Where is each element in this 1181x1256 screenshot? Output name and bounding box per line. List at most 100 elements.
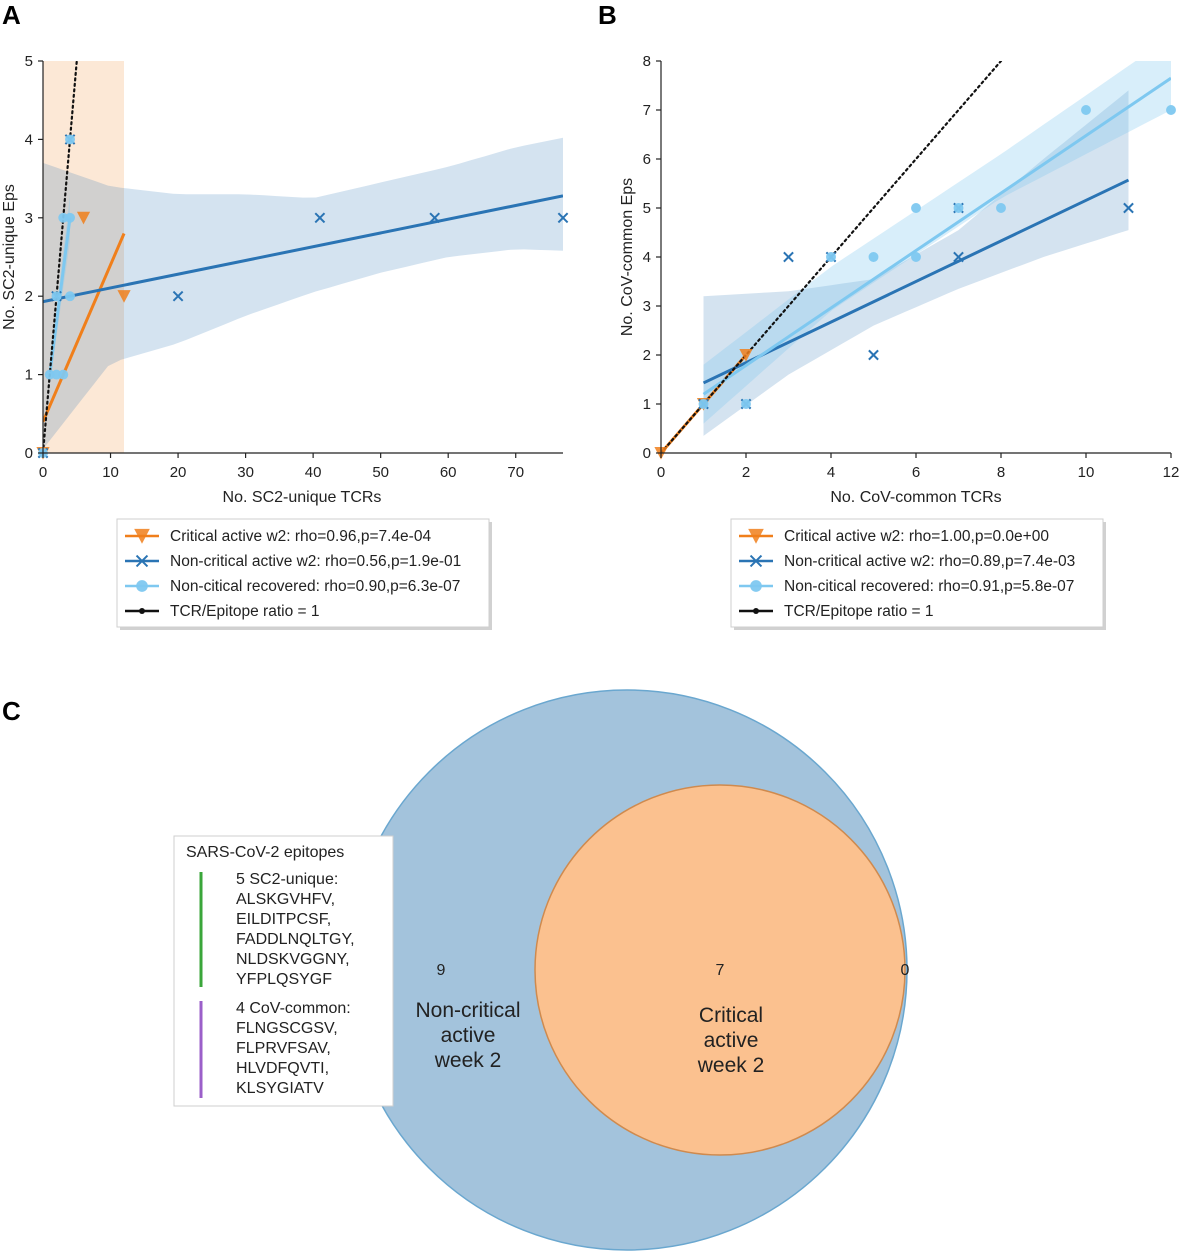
y-tick-label: 0 bbox=[25, 445, 33, 462]
data-point-critical bbox=[76, 211, 91, 225]
data-point-recovered bbox=[953, 203, 964, 213]
y-tick-label: 1 bbox=[25, 367, 33, 384]
legend-entry-recovered: Non-citical recovered: rho=0.91,p=5.8e-0… bbox=[784, 578, 1074, 595]
data-point-ratio bbox=[753, 608, 759, 614]
fit-line-ratio bbox=[43, 61, 78, 453]
chart-b-xlabel: No. CoV-common TCRs bbox=[830, 489, 1001, 506]
data-point-recovered bbox=[911, 203, 921, 213]
legend-entry-critical: Critical active w2: rho=1.00,p=0.0e+00 bbox=[784, 528, 1049, 545]
data-point-noncritical bbox=[135, 554, 149, 568]
x-stroke bbox=[783, 251, 794, 263]
confidence-band-recovered bbox=[703, 61, 1171, 424]
fit-line-critical bbox=[43, 232, 126, 423]
fit-line-noncritical bbox=[702, 178, 1130, 385]
venn-label-line: active bbox=[441, 1024, 496, 1047]
data-point-noncritical bbox=[172, 290, 184, 302]
x-stroke bbox=[135, 554, 149, 568]
data-point-noncritical bbox=[429, 212, 441, 224]
y-tick-label: 5 bbox=[643, 200, 651, 217]
chart-a-axes: 0 10 20 30 40 50 60 70 0 1 2 3 4 5 bbox=[25, 53, 563, 481]
fit-line-noncritical bbox=[43, 194, 563, 304]
legend-entry-ratio: TCR/Epitope ratio = 1 bbox=[170, 603, 319, 620]
epitope-line: FADDLNQLTGY, bbox=[236, 931, 355, 948]
epitope-line: KLSYGIATV bbox=[236, 1080, 324, 1097]
data-point-noncritical bbox=[868, 349, 879, 361]
y-tick-label: 7 bbox=[643, 102, 651, 119]
data-point-noncritical bbox=[783, 251, 794, 263]
chart-a-xlabel: No. SC2-unique TCRs bbox=[223, 489, 382, 506]
chart-a-ylabel: No. SC2-unique Eps bbox=[1, 184, 18, 330]
chart-a: 0 10 20 30 40 50 60 70 0 1 2 3 4 5 No. SC2-unique TCR… bbox=[1, 53, 569, 506]
venn-label-critical: Critical active week 2 bbox=[697, 1004, 765, 1077]
x-tick-label: 40 bbox=[305, 464, 322, 481]
venn-circle-critical bbox=[534, 784, 906, 1156]
venn-label-line: week 2 bbox=[697, 1054, 765, 1077]
epitope-line: FLNGSCGSV, bbox=[236, 1020, 338, 1037]
y-tick-label: 2 bbox=[25, 288, 33, 305]
y-tick-label: 0 bbox=[643, 445, 651, 462]
data-point-recovered bbox=[1081, 105, 1091, 115]
x-tick-label: 70 bbox=[507, 464, 524, 481]
epitope-line: FLPRVFSAV, bbox=[236, 1040, 331, 1057]
x-stroke bbox=[1123, 202, 1134, 214]
x-tick-label: 8 bbox=[997, 464, 1005, 481]
legend-entry-noncritical: Non-critical active w2: rho=0.89,p=7.4e-… bbox=[784, 553, 1075, 570]
chart-a-points bbox=[36, 134, 569, 460]
data-point-noncritical bbox=[953, 251, 964, 263]
epitope-legend: SARS-CoV-2 epitopes 5 SC2-unique: ALSKGV… bbox=[173, 835, 394, 1107]
venn-label-noncritical: Non-critical active week 2 bbox=[415, 999, 520, 1072]
x-stroke bbox=[868, 349, 879, 361]
venn-label-line: Non-critical bbox=[415, 999, 520, 1022]
data-point-ratio bbox=[139, 608, 145, 614]
data-point-recovered bbox=[868, 252, 879, 262]
data-point-recovered bbox=[65, 134, 75, 145]
data-point-recovered bbox=[826, 252, 836, 262]
chart-a-bands bbox=[43, 61, 563, 453]
x-stroke bbox=[953, 251, 964, 263]
x-tick-label: 10 bbox=[102, 464, 119, 481]
data-point-noncritical bbox=[1123, 202, 1134, 214]
x-tick-label: 0 bbox=[39, 464, 47, 481]
panel-label-b: B bbox=[598, 0, 617, 30]
epitope-group-cov-common: 4 CoV-common: FLNGSCGSV, FLPRVFSAV, HLVD… bbox=[236, 1000, 351, 1097]
epitope-line: EILDITPCSF, bbox=[236, 911, 331, 928]
x-stroke bbox=[557, 212, 569, 224]
y-tick-label: 8 bbox=[643, 53, 651, 70]
data-point-recovered bbox=[698, 399, 709, 409]
data-point-recovered bbox=[911, 252, 921, 262]
x-stroke bbox=[749, 554, 763, 568]
chart-b-points bbox=[654, 105, 1176, 460]
x-tick-label: 20 bbox=[170, 464, 187, 481]
data-point-recovered bbox=[136, 580, 148, 592]
data-point-recovered bbox=[65, 212, 75, 223]
data-point-recovered bbox=[996, 203, 1006, 213]
epitope-line: YFPLQSYGF bbox=[236, 971, 332, 988]
chart-b-bands bbox=[703, 61, 1171, 436]
x-tick-label: 10 bbox=[1078, 464, 1095, 481]
y-tick-label: 4 bbox=[25, 131, 33, 148]
legend-box bbox=[116, 518, 490, 628]
x-tick-label: 50 bbox=[372, 464, 389, 481]
x-stroke bbox=[172, 290, 184, 302]
legend-box bbox=[730, 518, 1104, 628]
data-point-recovered bbox=[741, 399, 751, 409]
x-stroke bbox=[429, 212, 441, 224]
x-tick-label: 60 bbox=[440, 464, 457, 481]
data-point-critical bbox=[117, 290, 131, 303]
x-tick-label: 4 bbox=[827, 464, 835, 481]
y-tick-label: 3 bbox=[643, 298, 651, 315]
confidence-band-critical bbox=[43, 61, 124, 453]
legend-entry-noncritical: Non-critical active w2: rho=0.56,p=1.9e-… bbox=[170, 553, 461, 570]
x-tick-label: 0 bbox=[657, 464, 665, 481]
data-point-critical bbox=[134, 528, 150, 544]
data-point-recovered bbox=[58, 369, 69, 380]
panel-label-a: A bbox=[2, 0, 21, 30]
x-stroke bbox=[314, 212, 326, 224]
y-tick-label: 5 bbox=[25, 53, 33, 70]
x-tick-label: 6 bbox=[912, 464, 920, 481]
epitope-line: ALSKGVHFV, bbox=[236, 891, 335, 908]
epitope-legend-title: SARS-CoV-2 epitopes bbox=[186, 844, 344, 861]
